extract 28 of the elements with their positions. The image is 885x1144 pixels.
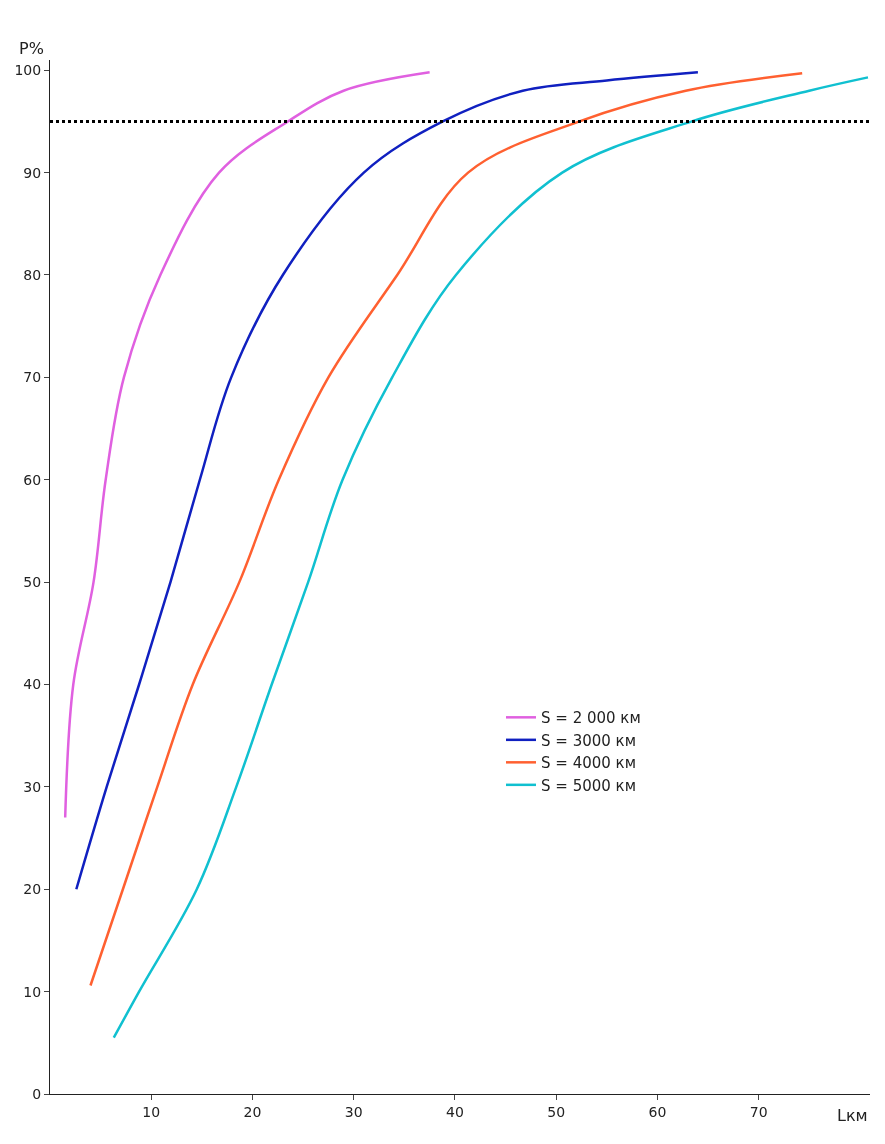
y-tick-label: 40 — [23, 676, 42, 693]
y-tick-label: 80 — [23, 266, 42, 283]
y-tick-label: 20 — [23, 881, 42, 898]
legend-label: S = 2 000 км — [541, 709, 641, 728]
y-tick-label: 30 — [23, 778, 42, 795]
line-series — [89, 72, 804, 987]
x-tick-label: 10 — [142, 1103, 161, 1120]
x-tick-label: 50 — [547, 1103, 566, 1120]
x-tick-label: 60 — [648, 1103, 667, 1120]
legend-label: S = 3000 км — [541, 731, 636, 750]
x-tick-label: 40 — [446, 1103, 464, 1120]
y-tick-label: 100 — [14, 62, 42, 79]
y-tick-label: 0 — [32, 1085, 42, 1102]
y-axis-title: P% — [19, 39, 44, 58]
legend-label: S = 5000 км — [541, 776, 636, 795]
x-tick-label: 20 — [243, 1103, 262, 1120]
y-tick-label: 60 — [23, 471, 42, 488]
line-series — [112, 76, 870, 1039]
x-axis-title: Lкм — [837, 1106, 868, 1125]
line-series — [75, 71, 700, 891]
x-tick-label: 70 — [749, 1103, 768, 1120]
y-tick-label: 50 — [23, 574, 42, 591]
x-tick-label: 30 — [344, 1103, 363, 1120]
line-series — [63, 71, 431, 819]
y-tick-label: 10 — [23, 983, 42, 1000]
legend-label: S = 4000 км — [541, 754, 636, 773]
y-tick-label: 70 — [23, 369, 42, 386]
y-tick-label: 90 — [23, 164, 42, 181]
